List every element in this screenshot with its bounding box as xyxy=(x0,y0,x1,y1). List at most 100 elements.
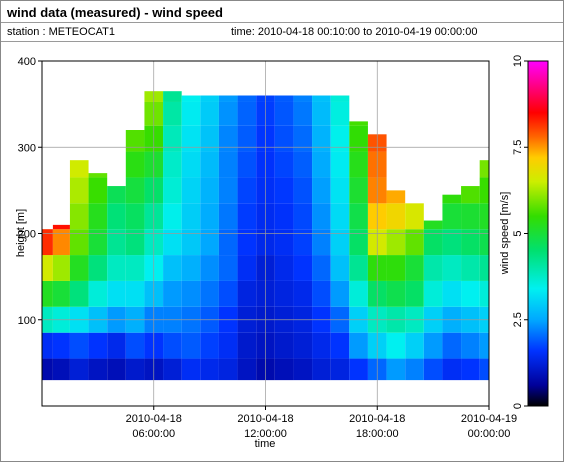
heatmap-cell xyxy=(312,177,331,204)
heatmap-cell xyxy=(274,101,294,126)
heatmap-cell xyxy=(405,280,424,307)
heatmap-cell xyxy=(461,358,480,381)
x-axis-label: time xyxy=(255,438,276,450)
heatmap-cell xyxy=(479,229,489,256)
heatmap-cell xyxy=(200,101,219,126)
y-tick-label: 400 xyxy=(18,56,36,68)
y-tick-label: 100 xyxy=(18,315,36,327)
grid-lines xyxy=(42,61,489,406)
heatmap-cell xyxy=(200,95,219,102)
heatmap-cell xyxy=(330,203,350,230)
heatmap-cell xyxy=(181,177,201,204)
heatmap-cell xyxy=(88,255,108,281)
heatmap-cell xyxy=(69,203,89,230)
heatmap-cell xyxy=(330,229,350,256)
heatmap-cell xyxy=(218,358,238,381)
heatmap-cell xyxy=(163,229,182,256)
heatmap-cell xyxy=(461,186,480,204)
heatmap-cell xyxy=(42,358,53,381)
heatmap-cell xyxy=(218,203,238,230)
heatmap-cell xyxy=(69,280,89,307)
heatmap-cell xyxy=(88,229,108,256)
heatmap-cell xyxy=(386,229,406,256)
heatmap-cell xyxy=(218,95,238,102)
heatmap-cell xyxy=(52,358,70,381)
colorbar-ticks: 0 2.5 5 7.5 10 xyxy=(512,55,528,409)
heatmap-cell xyxy=(88,177,108,204)
heatmap-cell xyxy=(218,101,238,126)
heatmap-cell xyxy=(293,332,313,359)
heatmap-cell xyxy=(293,203,313,230)
heatmap-cell xyxy=(312,332,331,359)
heatmap-cell xyxy=(405,203,424,230)
heatmap-cell xyxy=(442,255,462,281)
heatmap-cell xyxy=(274,332,294,359)
heatmap-cell xyxy=(200,229,219,256)
heatmap-cell xyxy=(88,173,108,178)
heatmap-cell xyxy=(479,177,489,204)
heatmap-cell xyxy=(349,151,368,178)
heatmap-cell xyxy=(69,358,89,381)
heatmap-cell xyxy=(274,125,294,152)
heatmap-cell xyxy=(69,332,89,359)
heatmap-cell xyxy=(107,229,126,256)
heatmap-cell xyxy=(181,229,201,256)
heatmap-cell xyxy=(293,255,313,281)
heatmap-cell xyxy=(125,358,145,381)
heatmap-cell xyxy=(69,160,89,178)
heatmap-cell xyxy=(479,203,489,230)
heatmap-cell xyxy=(88,358,108,381)
heatmap-cell xyxy=(107,332,126,359)
heatmap-cell xyxy=(330,255,350,281)
heatmap-cell xyxy=(312,255,331,281)
heatmap-cell xyxy=(349,177,368,204)
heatmap-cell xyxy=(237,332,257,359)
heatmap-cell xyxy=(218,229,238,256)
heatmap-cell xyxy=(52,229,70,256)
heatmap-cell xyxy=(125,177,145,204)
heatmap-cell xyxy=(293,280,313,307)
y-tick-label: 200 xyxy=(18,229,36,241)
x-tick-label: 2010-04-19 xyxy=(461,413,517,425)
heatmap-cell xyxy=(312,101,331,126)
x-tick-label: 2010-04-18 xyxy=(349,413,405,425)
heatmap-cell xyxy=(181,101,201,126)
heatmap-cell xyxy=(442,358,462,381)
heatmap-cell xyxy=(293,125,313,152)
heatmap-cell xyxy=(200,203,219,230)
heatmap-cell xyxy=(125,229,145,256)
heatmap-cell xyxy=(237,151,257,178)
heatmap-cell xyxy=(163,280,182,307)
heatmap-cell xyxy=(479,255,489,281)
heatmap-cell xyxy=(218,177,238,204)
heatmap-cell xyxy=(42,332,53,359)
heatmap-cell xyxy=(330,151,350,178)
x-tick-label: 12:00:00 xyxy=(244,428,287,440)
heatmap-cell xyxy=(274,229,294,256)
colorbar-tick-label: 0 xyxy=(512,403,524,409)
x-tick-label: 06:00:00 xyxy=(132,428,175,440)
colorbar-tick-label: 7.5 xyxy=(512,140,524,155)
info-divider xyxy=(1,41,563,42)
heatmap-cell xyxy=(200,358,219,381)
heatmap-cell xyxy=(181,125,201,152)
heatmap-cell xyxy=(274,95,294,102)
y-tick-label: 300 xyxy=(18,142,36,154)
heatmap-cell xyxy=(330,101,350,126)
heatmap-cell xyxy=(237,101,257,126)
heatmap-cell xyxy=(181,203,201,230)
heatmap-cell xyxy=(423,229,443,256)
title-divider xyxy=(1,22,563,23)
heatmap-cell xyxy=(163,101,182,126)
heatmap-cell xyxy=(88,280,108,307)
y-axis-label: height [m] xyxy=(15,209,27,257)
heatmap-cell xyxy=(386,358,406,381)
heatmap-cell xyxy=(125,203,145,230)
colorbar-label: wind speed [m/s] xyxy=(499,192,511,276)
heatmap-cell xyxy=(461,332,480,359)
heatmap-cell xyxy=(461,229,480,256)
heatmap-cell xyxy=(237,229,257,256)
heatmap-cell xyxy=(107,280,126,307)
heatmap-cell xyxy=(237,177,257,204)
